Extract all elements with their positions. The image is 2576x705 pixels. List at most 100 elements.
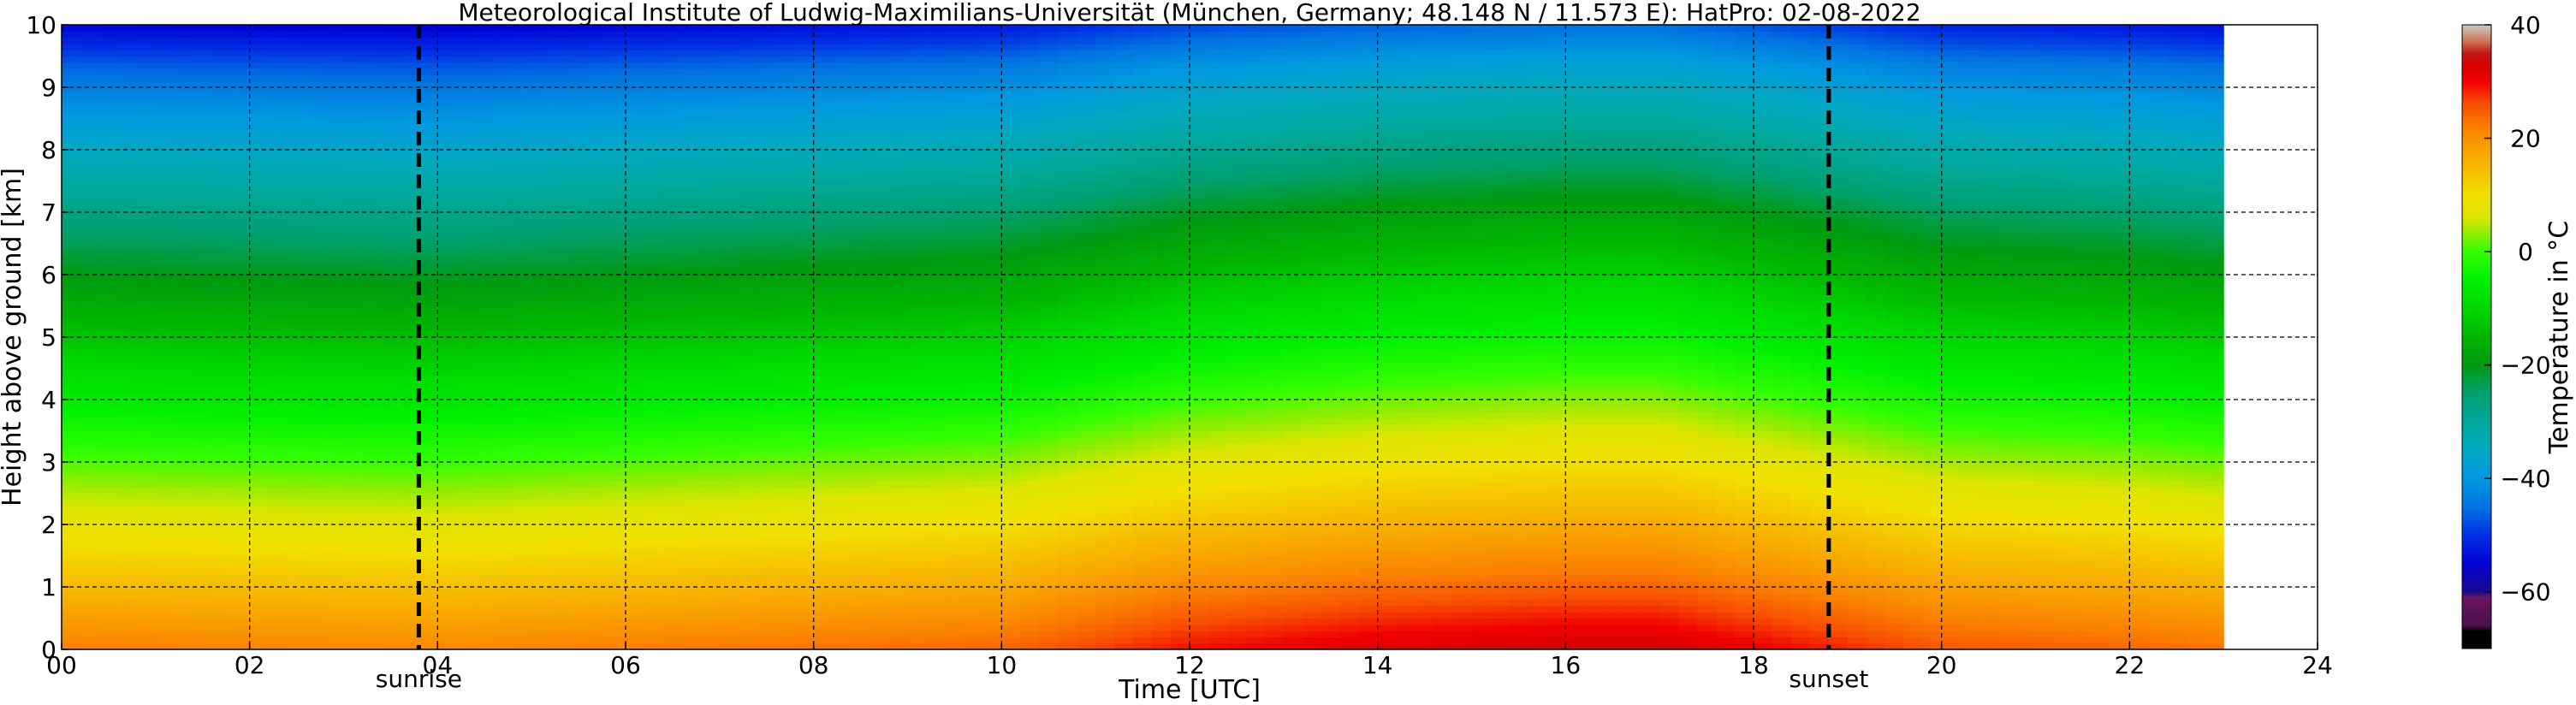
heatmap-cell — [418, 362, 438, 370]
heatmap-cell — [832, 131, 852, 138]
heatmap-cell — [400, 175, 419, 182]
heatmap-cell — [418, 224, 438, 232]
heatmap-cell — [775, 506, 796, 512]
heatmap-cell — [794, 524, 815, 531]
heatmap-cell — [851, 524, 871, 531]
heatmap-cell — [982, 337, 1002, 344]
heatmap-cell — [494, 156, 513, 163]
heatmap-cell — [400, 230, 419, 238]
heatmap-cell — [888, 518, 909, 525]
heatmap-cell — [662, 542, 683, 550]
heatmap-cell — [964, 580, 983, 588]
heatmap-cell — [306, 187, 326, 194]
heatmap-cell — [230, 156, 251, 163]
heatmap-cell — [607, 137, 626, 145]
heatmap-cell — [381, 50, 401, 57]
heatmap-cell — [569, 512, 589, 519]
heatmap-cell — [626, 443, 645, 450]
heatmap-cell — [193, 374, 213, 382]
heatmap-cell — [964, 124, 983, 132]
heatmap-cell — [626, 599, 645, 607]
heatmap-cell — [775, 31, 796, 39]
heatmap-cell — [362, 393, 383, 400]
heatmap-cell — [456, 618, 476, 625]
heatmap-cell — [945, 293, 965, 300]
heatmap-cell — [249, 275, 270, 281]
heatmap-cell — [870, 318, 890, 325]
heatmap-cell — [719, 393, 739, 400]
heatmap-cell — [907, 281, 928, 288]
heatmap-cell — [268, 212, 288, 219]
heatmap-cell — [324, 443, 345, 450]
heatmap-cell — [644, 381, 664, 388]
heatmap-cell — [550, 62, 570, 69]
heatmap-cell — [174, 224, 194, 232]
heatmap-cell — [945, 299, 965, 307]
heatmap-cell — [794, 256, 815, 263]
heatmap-cell — [907, 518, 928, 525]
heatmap-cell — [211, 43, 232, 50]
heatmap-cell — [681, 281, 702, 288]
heatmap-cell — [456, 462, 476, 469]
heatmap-cell — [757, 487, 777, 495]
heatmap-cell — [513, 62, 532, 69]
heatmap-cell — [475, 68, 495, 75]
heatmap-cell — [531, 449, 551, 457]
heatmap-cell — [62, 25, 81, 32]
heatmap-cell — [794, 281, 815, 288]
heatmap-cell — [437, 455, 457, 463]
heatmap-cell — [513, 249, 532, 257]
heatmap-cell — [588, 605, 608, 613]
heatmap-cell — [155, 349, 175, 357]
heatmap-cell — [681, 93, 702, 101]
heatmap-cell — [644, 249, 664, 257]
heatmap-cell — [531, 368, 551, 376]
heatmap-cell — [268, 374, 288, 382]
heatmap-cell — [324, 305, 345, 313]
heatmap-cell — [343, 162, 364, 169]
heatmap-cell — [832, 137, 852, 145]
heatmap-cell — [588, 518, 608, 525]
heatmap-cell — [98, 80, 119, 88]
heatmap-cell — [888, 506, 909, 512]
heatmap-cell — [287, 187, 307, 194]
heatmap-cell — [437, 124, 457, 132]
heatmap-cell — [926, 168, 947, 175]
heatmap-cell — [211, 593, 232, 601]
heatmap-cell — [362, 487, 383, 495]
heatmap-cell — [738, 412, 758, 419]
heatmap-cell — [550, 193, 570, 200]
heatmap-cell — [832, 224, 852, 232]
heatmap-cell — [588, 574, 608, 582]
heatmap-cell — [569, 281, 589, 288]
heatmap-cell — [437, 305, 457, 313]
heatmap-cell — [513, 68, 532, 75]
heatmap-cell — [193, 281, 213, 288]
heatmap-cell — [851, 181, 871, 188]
heatmap-cell — [98, 168, 119, 175]
heatmap-cell — [569, 430, 589, 438]
heatmap-cell — [588, 230, 608, 238]
heatmap-cell — [343, 487, 364, 495]
heatmap-cell — [249, 593, 270, 601]
heatmap-cell — [945, 343, 965, 351]
heatmap-cell — [62, 50, 81, 57]
heatmap-cell — [851, 299, 871, 307]
heatmap-cell — [174, 355, 194, 363]
heatmap-cell — [193, 436, 213, 444]
heatmap-cell — [982, 181, 1002, 188]
heatmap-cell — [343, 181, 364, 188]
heatmap-cell — [155, 568, 175, 575]
heatmap-cell — [400, 80, 419, 88]
heatmap-cell — [607, 493, 626, 501]
heatmap-cell — [306, 175, 326, 182]
heatmap-cell — [907, 624, 928, 631]
heatmap-cell — [136, 561, 157, 569]
heatmap-cell — [813, 212, 834, 219]
heatmap-cell — [62, 256, 81, 263]
heatmap-cell — [193, 143, 213, 151]
heatmap-cell — [400, 237, 419, 245]
heatmap-cell — [343, 62, 364, 69]
heatmap-cell — [662, 262, 683, 270]
heatmap-cell — [362, 587, 383, 594]
